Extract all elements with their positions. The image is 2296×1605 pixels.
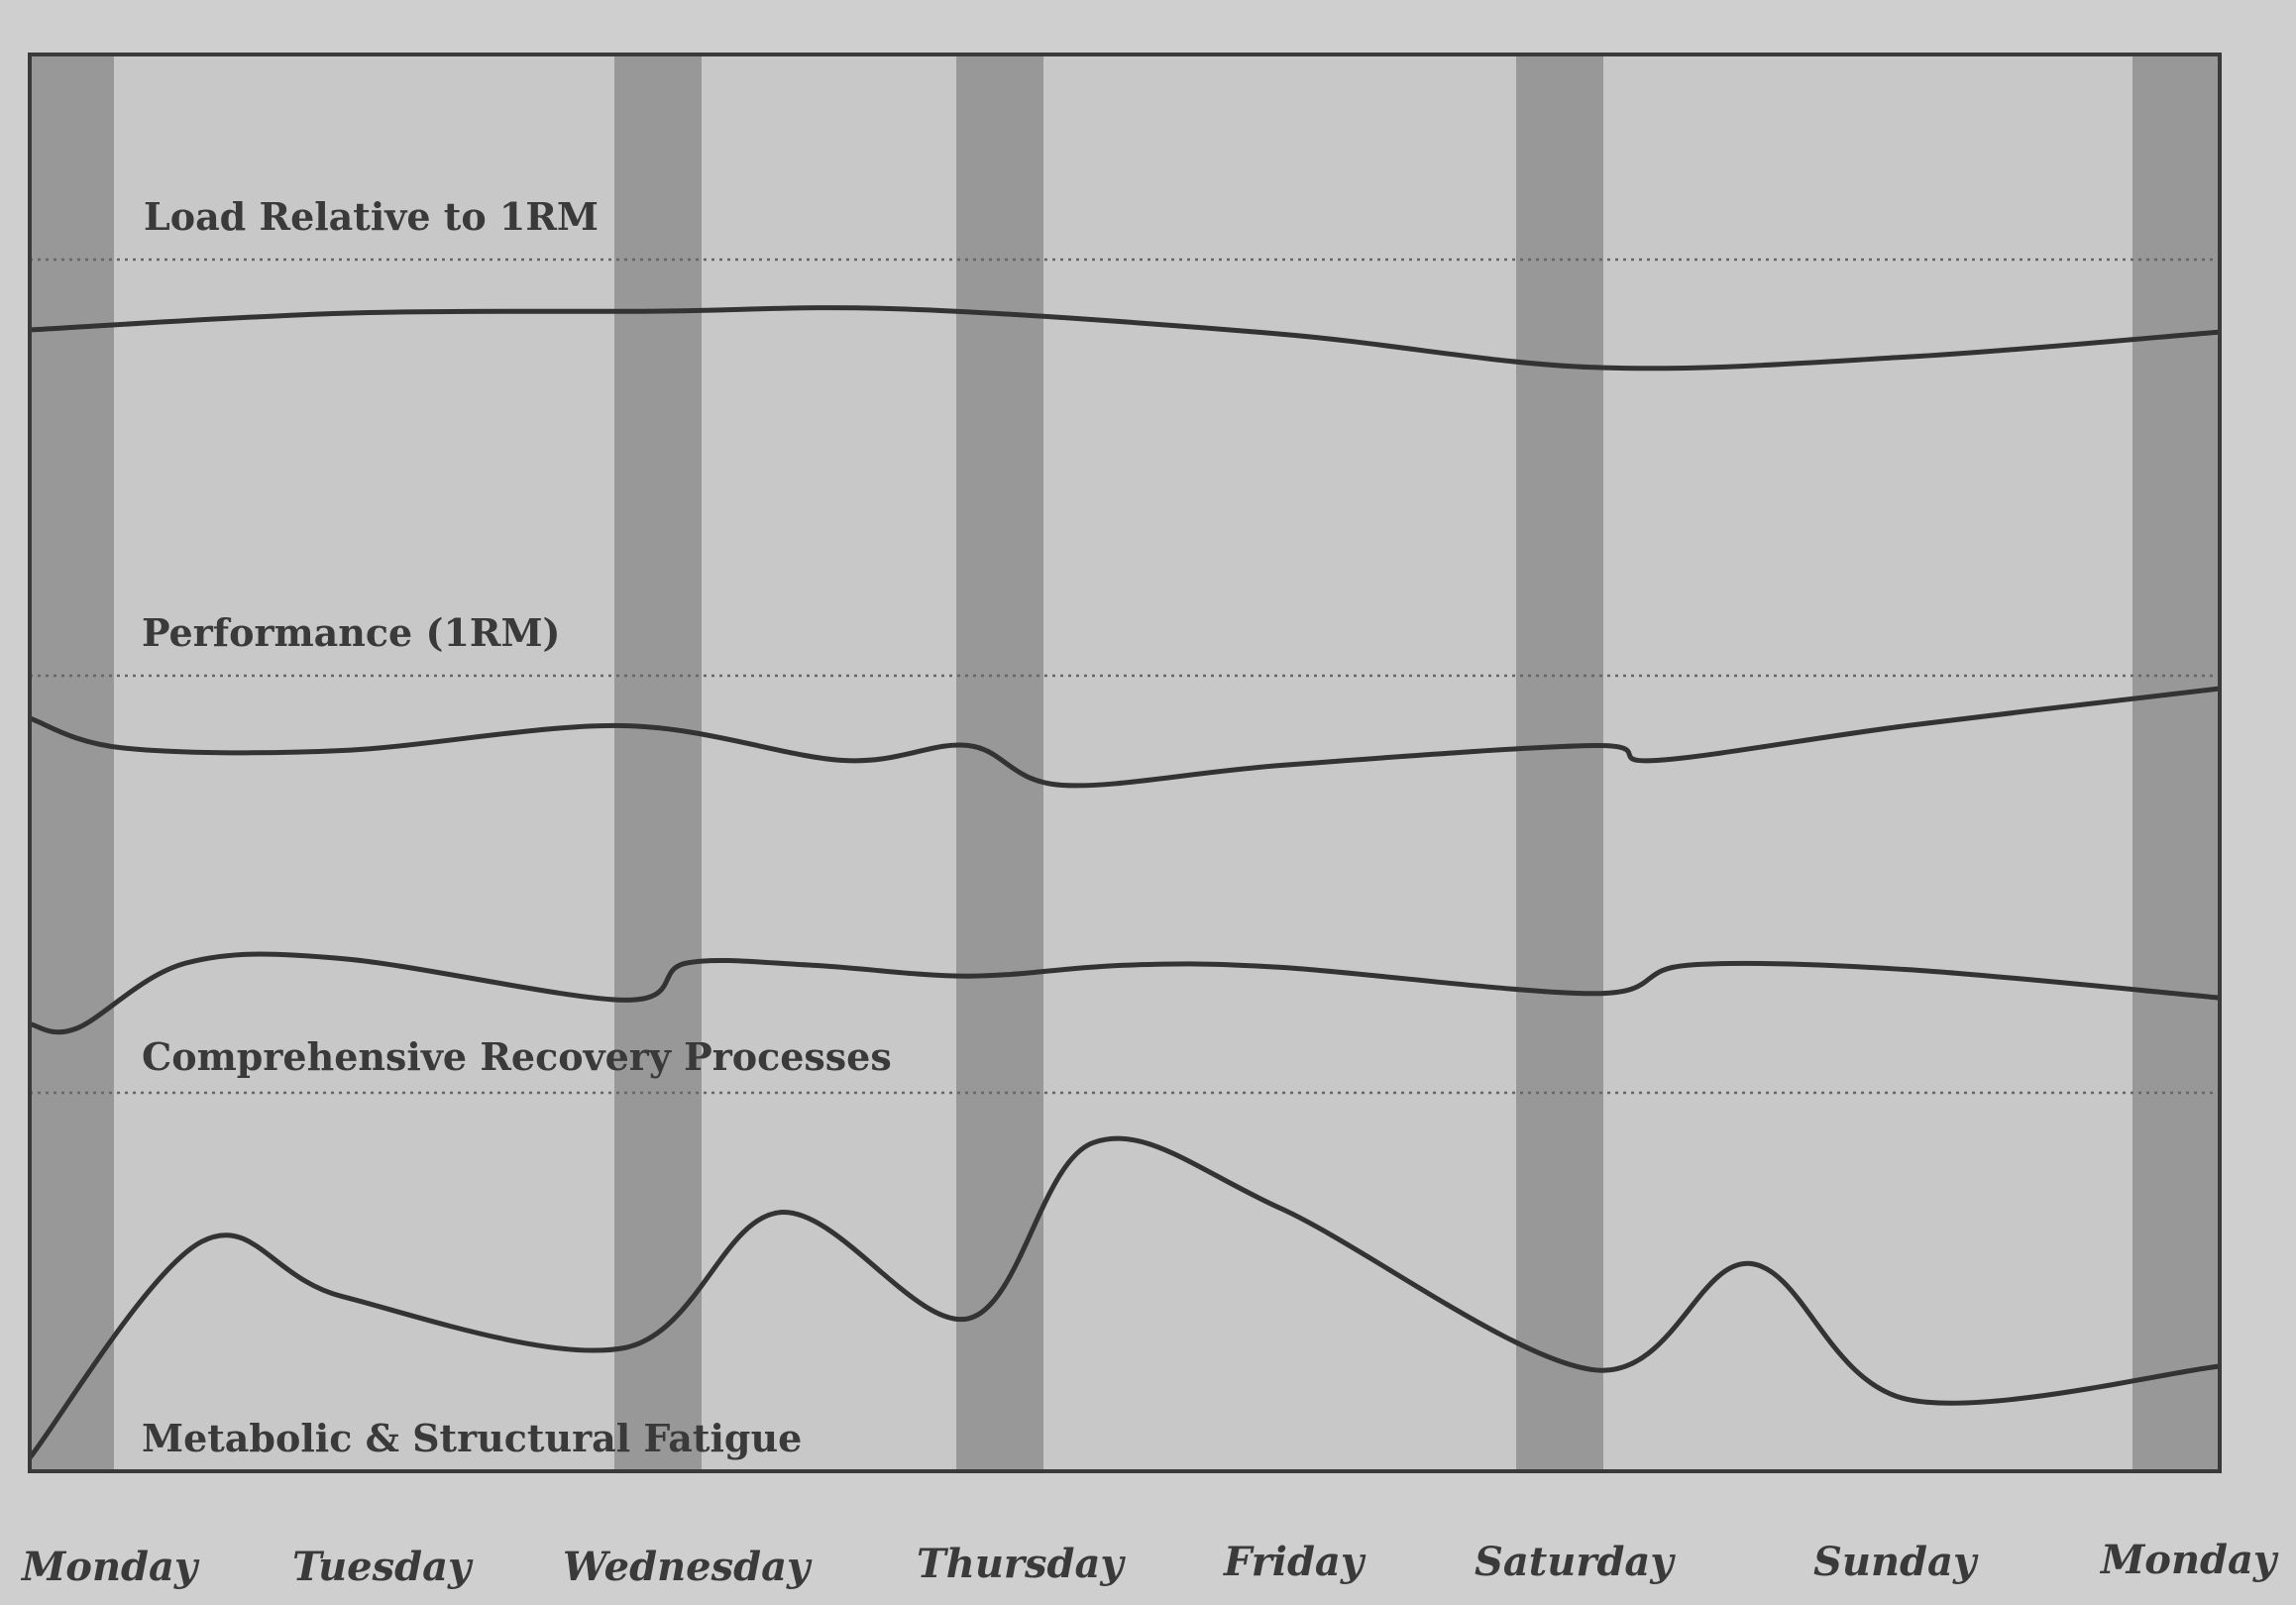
dotted-gridlines: [30, 258, 2220, 1095]
x-label-wednesday: Wednesday: [563, 1544, 813, 1590]
series-line-comprehensive-recovery-processes: [29, 951, 2221, 1035]
label-recovery: Comprehensive Recovery Processes: [142, 1034, 892, 1079]
training-band-monday-end: [2132, 54, 2220, 1471]
x-label-friday: Friday: [1223, 1539, 1367, 1585]
x-label-thursday: Thursday: [917, 1541, 1126, 1587]
training-band-thursday: [956, 54, 1043, 1471]
plot-border: [28, 53, 2222, 1473]
training-band-saturday: [1516, 54, 1603, 1471]
training-day-bands: [30, 54, 2220, 1471]
x-label-saturday: Saturday: [1475, 1539, 1676, 1585]
label-fatigue: Metabolic & Structural Fatigue: [142, 1416, 802, 1460]
plot-panel: [30, 54, 2220, 1471]
series-line-load-relative-to-1rm: [29, 305, 2221, 372]
x-label-monday: Monday: [20, 1544, 200, 1590]
x-axis-labels: Monday Tuesday Wednesday Thursday Friday…: [20, 1537, 2279, 1590]
x-label-tuesday: Tuesday: [292, 1544, 474, 1590]
x-label-sunday: Sunday: [1813, 1539, 1979, 1585]
series-line-metabolic-structural-fatigue: [28, 1135, 2221, 1460]
series-line-performance-1rm: [29, 686, 2221, 789]
training-band-monday: [30, 54, 114, 1471]
label-load: Load Relative to 1RM: [144, 194, 599, 239]
training-band-wednesday: [614, 54, 702, 1471]
label-performance: Performance (1RM): [142, 610, 561, 655]
x-label-monday-end: Monday: [2099, 1537, 2279, 1583]
series-layer: [28, 305, 2221, 1460]
